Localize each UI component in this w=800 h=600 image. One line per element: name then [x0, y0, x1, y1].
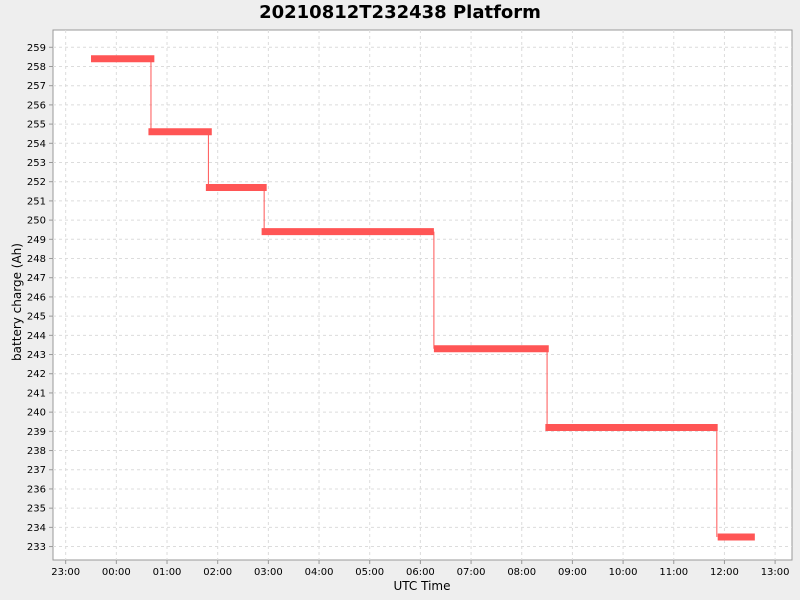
x-tick-label: 11:00 — [659, 567, 688, 578]
y-tick-label: 250 — [27, 216, 46, 227]
y-tick-label: 252 — [27, 177, 46, 188]
x-tick-label: 10:00 — [609, 567, 638, 578]
y-tick-label: 254 — [27, 139, 46, 150]
x-tick-label: 08:00 — [507, 567, 536, 578]
plot-area — [52, 29, 793, 561]
y-tick-label: 242 — [27, 369, 46, 380]
y-tick-label: 236 — [27, 484, 46, 495]
x-tick-label: 23:00 — [51, 567, 80, 578]
x-axis-label: UTC Time — [394, 579, 451, 593]
x-tick-label: 03:00 — [254, 567, 283, 578]
x-tick-label: 09:00 — [558, 567, 587, 578]
y-tick-label: 253 — [27, 158, 46, 169]
x-tick-label: 13:00 — [761, 567, 790, 578]
y-tick-label: 238 — [27, 446, 46, 457]
x-tick-label: 06:00 — [406, 567, 435, 578]
y-tick-label: 249 — [27, 235, 46, 246]
x-tick-label: 02:00 — [203, 567, 232, 578]
series-battery-charge — [91, 55, 755, 541]
y-tick-label: 246 — [27, 292, 46, 303]
y-tick-label: 241 — [27, 388, 46, 399]
y-tick-label: 234 — [27, 523, 46, 534]
y-tick-label: 233 — [27, 542, 46, 553]
chart-title: 20210812T232438 Platform — [259, 2, 541, 23]
y-tick-label: 239 — [27, 427, 46, 438]
x-tick-label: 00:00 — [102, 567, 131, 578]
y-tick-label: 240 — [27, 408, 46, 419]
y-tick-label: 251 — [27, 196, 46, 207]
y-tick-label: 259 — [27, 43, 46, 54]
x-tick-label: 07:00 — [457, 567, 486, 578]
y-axis: 233 234 235 236 237 238 239 240 241 242 243 244 245 2… — [27, 43, 53, 553]
x-axis: 23:00 00:00 01:00 02:00 03:00 04:00 05:00 06:00… — [51, 560, 790, 578]
y-tick-label: 235 — [27, 504, 46, 515]
y-tick-label: 257 — [27, 81, 46, 92]
y-tick-label: 255 — [27, 120, 46, 131]
y-tick-label: 237 — [27, 465, 46, 476]
grid-lines — [53, 30, 792, 560]
x-tick-label: 04:00 — [305, 567, 334, 578]
y-tick-label: 243 — [27, 350, 46, 361]
x-tick-label: 05:00 — [355, 567, 384, 578]
x-tick-label: 12:00 — [710, 567, 739, 578]
x-tick-label: 01:00 — [153, 567, 182, 578]
y-tick-label: 244 — [27, 331, 46, 342]
y-tick-label: 245 — [27, 312, 46, 323]
y-tick-label: 258 — [27, 62, 46, 73]
y-axis-label: battery charge (Ah) — [10, 243, 24, 361]
y-tick-label: 256 — [27, 100, 46, 111]
y-tick-label: 248 — [27, 254, 46, 265]
y-tick-label: 247 — [27, 273, 46, 284]
